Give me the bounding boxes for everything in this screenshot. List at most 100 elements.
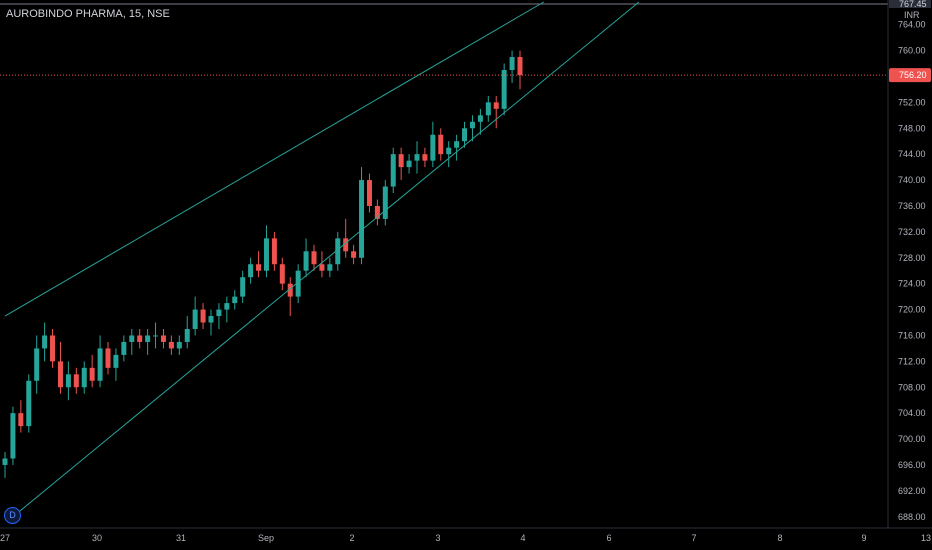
candle-body [89,367,95,381]
candle-body [343,238,349,252]
candle-body [295,270,301,297]
candle-body [398,154,404,168]
x-tick-label: 9 [861,533,866,543]
candle-body [240,277,246,297]
x-tick-label: 4 [520,533,525,543]
candle-body [65,374,71,388]
x-tick-label: 13 [921,533,931,543]
candle-body [485,102,491,116]
candle-body [160,335,166,342]
candle-body [438,134,444,155]
candle-body [50,335,56,362]
candle-body [105,348,111,368]
candle-body [224,303,230,310]
candle-body [248,264,254,278]
candle-body [97,348,103,381]
candle-body [232,296,238,304]
x-tick-label: Sep [258,533,274,543]
candle-body [176,341,182,349]
candle-body [208,316,214,323]
candle-body [192,309,198,329]
y-tick-label: 740.00 [898,175,926,185]
candle-body [335,238,341,265]
candle-body [477,115,483,122]
y-tick-label: 748.00 [898,123,926,133]
candle-body [311,251,317,265]
x-tick-label: 6 [606,533,611,543]
y-tick-label: 720.00 [898,305,926,315]
candle-body [406,160,412,168]
y-tick-label: 708.00 [898,382,926,392]
x-tick-label: 8 [777,533,782,543]
y-tick-label: 760.00 [898,46,926,56]
x-tick-label: 3 [435,533,440,543]
candle-body [446,147,452,155]
candle-body [10,413,16,459]
candle-body [517,57,523,76]
candle-body [366,180,372,206]
candle-body [271,238,277,265]
candle-body [351,251,357,258]
candle-body [168,341,174,349]
y-tick-label: 732.00 [898,227,926,237]
y-tick-label: 712.00 [898,356,926,366]
y-tick-label: 696.00 [898,460,926,470]
candle-body [113,354,119,368]
y-tick-label: 724.00 [898,279,926,289]
y-tick-label: 744.00 [898,149,926,159]
top-price-tag-label: 767.45 [899,0,927,9]
candle-body [319,264,325,271]
candle-body [81,367,87,388]
candle-body [414,154,420,161]
candle-body [279,264,285,284]
last-price-tag-label: 756.20 [899,70,927,80]
trendline-lower [12,1,640,518]
candle-body [501,69,507,109]
y-tick-label: 716.00 [898,330,926,340]
candle-body [18,413,24,427]
candle-body [382,186,388,219]
candle-body [374,205,380,219]
x-tick-label: 30 [92,533,102,543]
candle-body [287,283,293,297]
candle-body [509,57,515,70]
y-tick-label: 752.00 [898,97,926,107]
candle-body [73,374,79,388]
candle-body [263,238,269,271]
y-tick-label: 700.00 [898,434,926,444]
x-tick-label: 7 [691,533,696,543]
y-tick-label: 764.00 [898,20,926,30]
candle-body [2,458,8,465]
currency-label: INR [904,10,920,20]
y-tick-label: 728.00 [898,253,926,263]
top-price-tag [889,0,931,8]
candle-body [145,335,151,342]
candle-body [454,141,460,148]
candle-body [430,134,436,161]
dividend-badge[interactable]: D [4,507,21,524]
y-tick-label: 736.00 [898,201,926,211]
candle-body [303,251,309,271]
candle-body [462,128,468,142]
candle-body [153,335,159,337]
trendline-upper [4,1,545,317]
candle-body [359,180,365,258]
x-tick-label: 27 [0,533,10,543]
candle-body [422,154,428,161]
candle-body [390,154,396,187]
candle-body [26,380,32,427]
candle-body [469,121,475,129]
candle-body [327,264,333,271]
candle-body [129,335,135,342]
x-tick-label: 2 [349,533,354,543]
symbol-title: AUROBINDO PHARMA, 15, NSE [6,8,170,20]
candle-body [256,264,262,271]
candle-body [216,309,222,317]
candle-body [493,102,499,109]
candle-body [200,309,206,323]
y-tick-label: 688.00 [898,512,926,522]
candle-body [34,348,40,381]
x-tick-label: 31 [176,533,186,543]
candle-body [57,361,63,388]
